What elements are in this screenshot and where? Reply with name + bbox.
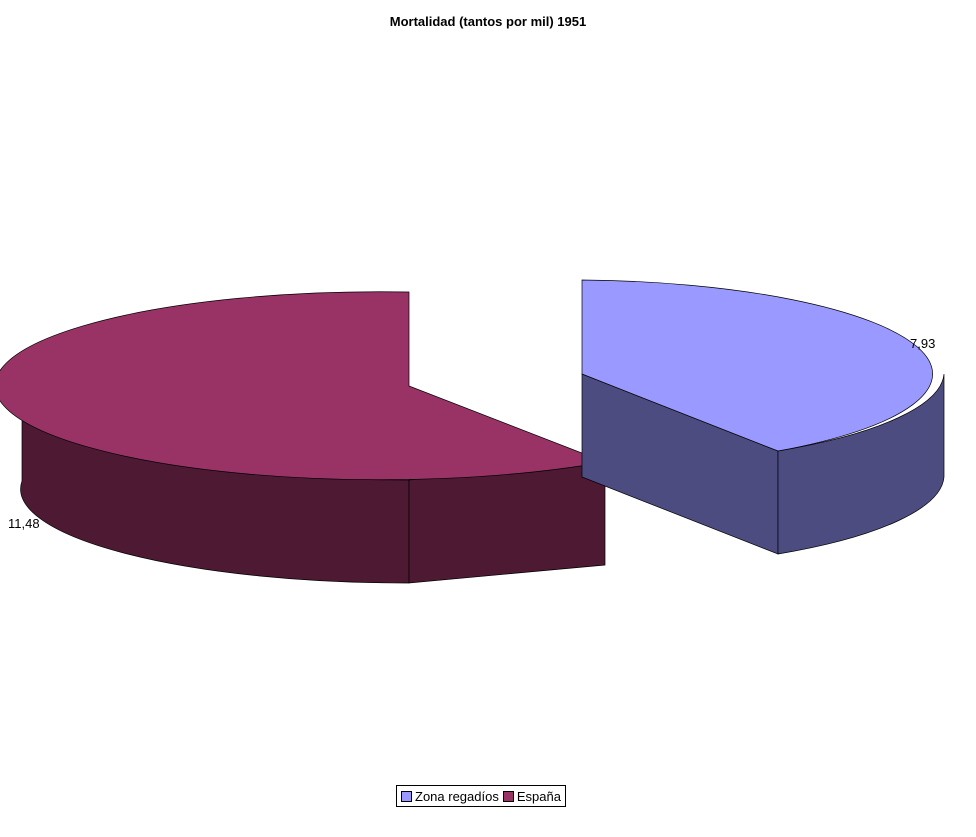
slice-espana-side-cut: [408, 461, 606, 584]
legend-swatch-espana: [502, 790, 514, 802]
legend-entry-zona-regadios: Zona regadíos: [401, 789, 499, 804]
slice-zona-top: [581, 279, 933, 452]
slice-espana-top: [0, 291, 607, 481]
slice-zona-regadios: [581, 279, 945, 555]
legend-label-zona-regadios: Zona regadíos: [415, 788, 499, 804]
legend-entry-espana: España: [502, 788, 561, 804]
legend-swatch-zona-regadios: [401, 790, 412, 802]
data-label-espana: 11,48: [8, 516, 40, 531]
slice-espana: [0, 291, 607, 584]
legend: Zona regadíos España: [396, 785, 566, 807]
data-label-zona-regadios: 7,93: [910, 336, 936, 351]
chart-title: Mortalidad (tantos por mil) 1951: [389, 14, 587, 29]
legend-label-espana: España: [516, 788, 561, 804]
slice-zona-side-outer: [777, 373, 945, 555]
